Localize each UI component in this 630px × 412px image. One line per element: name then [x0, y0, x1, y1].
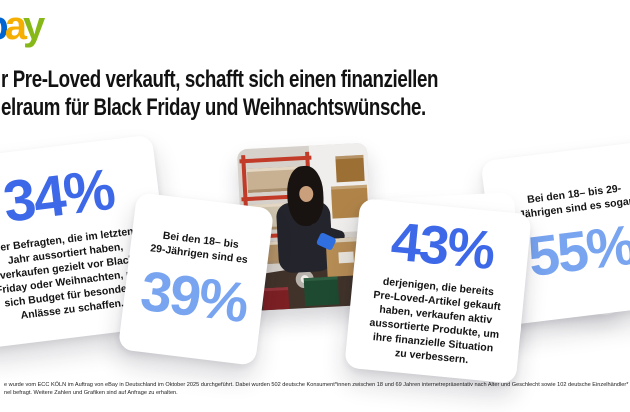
headline-line-1: r Pre-Loved verkauft, schafft sich einen… [1, 66, 439, 93]
ebay-logo: ebay [0, 4, 45, 48]
stat-value-39: 39% [137, 258, 251, 335]
stat-card-43: 43% derjenigen, die bereits Pre-Loved-Ar… [344, 198, 532, 384]
photo-green-box [303, 276, 340, 307]
stat-text-43: derjenigen, die bereits Pre-Loved-Artike… [366, 273, 504, 369]
photo-parcel-label [338, 251, 354, 264]
headline-line-2: elraum für Black Friday und Weihnachtswü… [1, 94, 426, 121]
photo-cardboard-box-back [335, 154, 365, 183]
source-footnote-line1: e wurde vom ECC KÖLN im Auftrag von eBay… [4, 382, 629, 388]
stat-value-34: 34% [0, 156, 117, 235]
photo-red-box [262, 287, 290, 311]
stat-value-55: 55% [524, 212, 630, 289]
stat-value-43: 43% [388, 210, 497, 281]
stat-card-39: Bei den 18– bis 29-Jährigen sind es 39% [117, 192, 275, 366]
logo-letter-y: y [22, 4, 45, 48]
source-footnote: e wurde vom ECC KÖLN im Auftrag von eBay… [4, 381, 630, 397]
photo-shelf-bar-top [239, 155, 312, 164]
source-footnote-line2: nel befragt. Weitere Zahlen und Grafiken… [4, 390, 178, 396]
logo-letter-a: a [4, 4, 27, 48]
logo-letter-b: b [0, 4, 9, 48]
headline: r Pre-Loved verkauft, schafft sich einen… [1, 66, 561, 122]
